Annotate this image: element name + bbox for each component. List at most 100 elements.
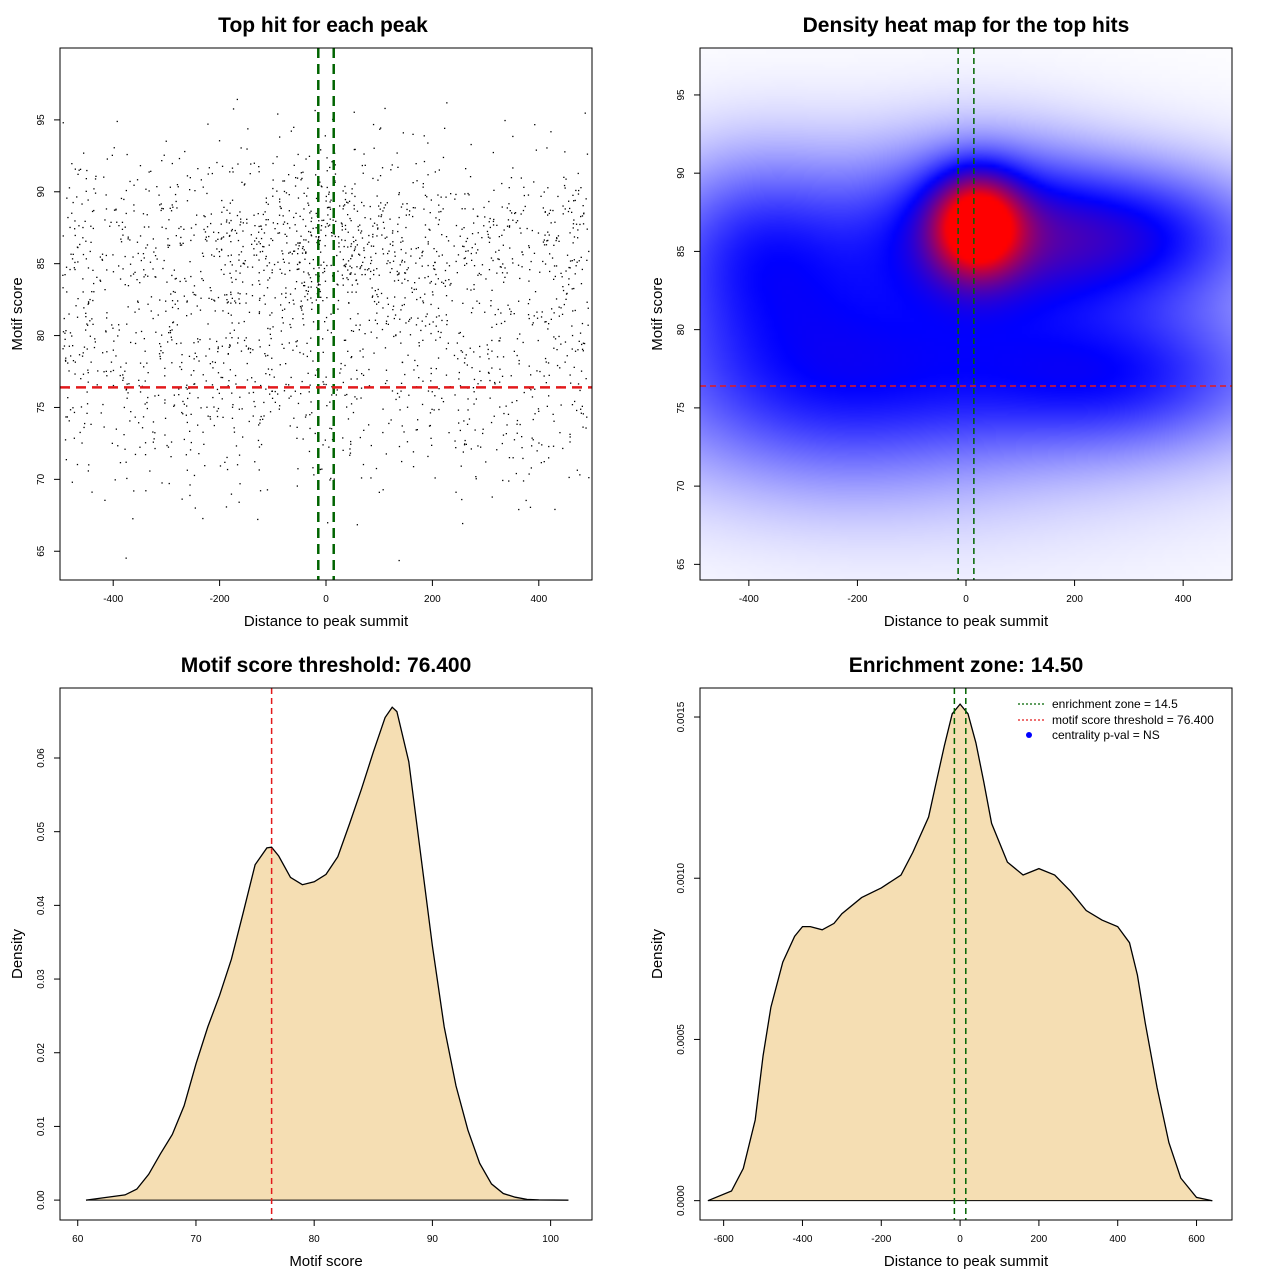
scatter-point: [221, 199, 223, 202]
scatter-point: [197, 338, 199, 340]
scatter-point: [301, 177, 303, 180]
scatter-point: [423, 160, 426, 163]
scatter-point: [222, 310, 224, 312]
scatter-point: [536, 370, 538, 372]
scatter-point: [540, 195, 542, 197]
scatter-point: [470, 289, 472, 291]
scatter-point: [554, 338, 557, 340]
density-fill: [86, 707, 569, 1201]
scatter-point: [437, 330, 439, 333]
scatter-point: [139, 446, 141, 448]
scatter-x-label: Distance to peak summit: [244, 613, 409, 630]
scatter-point: [337, 284, 339, 286]
scatter-point: [239, 302, 241, 305]
scatter-point: [284, 273, 286, 275]
scatter-point: [76, 316, 79, 318]
scatter-point: [442, 282, 445, 284]
scatter-point: [552, 445, 555, 447]
scatter-point: [190, 374, 192, 376]
scatter-point: [427, 142, 429, 144]
scatter-point: [254, 461, 256, 463]
scatter-point: [519, 423, 521, 426]
scatter-point: [77, 298, 79, 300]
scatter-point: [457, 254, 460, 256]
scatter-point: [308, 450, 311, 453]
scatter-point: [372, 177, 374, 180]
scatter-point: [257, 213, 259, 215]
scatter-point: [329, 206, 331, 208]
scatter-point: [72, 360, 75, 362]
scatter-point: [141, 427, 144, 429]
scatter-point: [356, 266, 358, 268]
scatter-point: [487, 233, 489, 236]
scatter-point: [161, 482, 163, 484]
scatter-point: [569, 374, 571, 376]
scatter-point: [129, 180, 131, 183]
scatter-point: [308, 391, 310, 393]
scatter-point: [263, 401, 265, 404]
scatter-point: [269, 314, 271, 316]
scatter-point: [178, 388, 180, 390]
scatter-point: [289, 227, 291, 229]
score-density-area: [85, 706, 569, 1201]
scatter-point: [459, 235, 461, 237]
scatter-point: [566, 355, 568, 357]
scatter-point: [531, 437, 533, 439]
scatter-point: [419, 296, 422, 299]
scatter-point: [397, 279, 400, 281]
distance-density-axes: -600 -400 -200 0 200 400 6000.00000.00050.0010…: [676, 701, 1205, 1245]
scatter-point: [79, 168, 82, 170]
scatter-point: [74, 168, 76, 170]
scatter-point: [115, 209, 117, 211]
scatter-point: [516, 354, 518, 357]
scatter-point: [229, 212, 231, 214]
scatter-point: [288, 262, 290, 264]
scatter-point: [351, 188, 353, 190]
y-tick-label: 0.03: [36, 969, 47, 989]
scatter-point: [543, 375, 545, 377]
scatter-point: [362, 356, 364, 358]
scatter-point: [559, 432, 561, 434]
scatter-point: [555, 239, 557, 242]
scatter-point: [398, 273, 400, 275]
scatter-point: [527, 194, 530, 196]
scatter-point: [501, 182, 503, 185]
score-density-y-label: Density: [9, 928, 26, 979]
scatter-point: [92, 269, 94, 271]
scatter-point: [351, 284, 353, 286]
scatter-point: [422, 183, 424, 185]
scatter-point: [488, 241, 491, 243]
scatter-point: [350, 243, 353, 245]
x-tick-label: -400: [739, 594, 759, 605]
scatter-point: [465, 250, 467, 252]
scatter-point: [463, 444, 466, 446]
scatter-point: [85, 190, 87, 192]
scatter-point: [202, 255, 205, 257]
scatter-point: [154, 395, 156, 397]
scatter-point: [460, 350, 462, 352]
scatter-point: [311, 412, 313, 414]
scatter-point: [563, 184, 566, 187]
scatter-point: [364, 268, 366, 271]
scatter-point: [337, 236, 340, 238]
scatter-point: [356, 398, 358, 400]
scatter-point: [175, 343, 178, 345]
scatter-point: [317, 283, 320, 285]
scatter-point: [129, 239, 131, 241]
scatter-point: [208, 348, 211, 350]
scatter-point: [502, 479, 504, 482]
scatter-point: [571, 348, 573, 350]
scatter-point: [394, 251, 396, 253]
scatter-point: [361, 164, 363, 167]
scatter-point: [276, 156, 278, 158]
scatter-point: [273, 263, 276, 266]
y-tick-label: 65: [36, 545, 47, 557]
scatter-point: [84, 422, 86, 425]
scatter-point: [324, 245, 326, 247]
scatter-point: [92, 227, 94, 230]
scatter-point: [349, 265, 351, 267]
scatter-point: [309, 414, 311, 416]
scatter-point: [431, 391, 433, 393]
scatter-point: [350, 403, 353, 405]
scatter-point: [329, 427, 331, 429]
